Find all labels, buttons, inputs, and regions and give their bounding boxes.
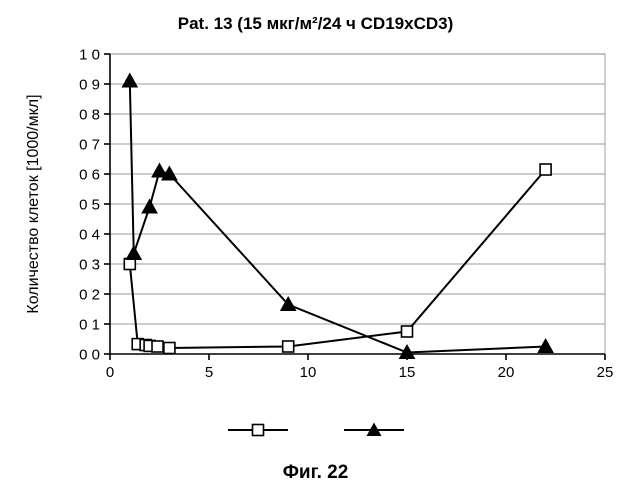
y-tick-label: 0 8 [79,106,100,123]
legend-item-filled-triangle [344,420,404,440]
x-tick-label: 10 [300,364,317,381]
y-tick-label: 1 0 [79,46,100,63]
y-tick-label: 0 2 [79,286,100,303]
y-tick-label: 0 5 [79,196,100,213]
legend-item-open-square [228,420,288,440]
y-tick-label: 0 0 [79,346,100,363]
y-tick-label: 0 1 [79,316,100,333]
chart-legend [0,420,631,440]
figure-caption: Фиг. 22 [0,462,631,484]
x-tick-label: 15 [399,364,416,381]
y-tick-label: 0 9 [79,76,100,93]
x-tick-label: 25 [597,364,614,381]
y-tick-label: 0 7 [79,136,100,153]
y-tick-label: 0 3 [79,256,100,273]
y-tick-label: 0 4 [79,226,100,243]
y-tick-label: 0 6 [79,166,100,183]
x-tick-label: 0 [106,364,114,381]
x-tick-label: 20 [498,364,515,381]
x-tick-label: 5 [205,364,213,381]
